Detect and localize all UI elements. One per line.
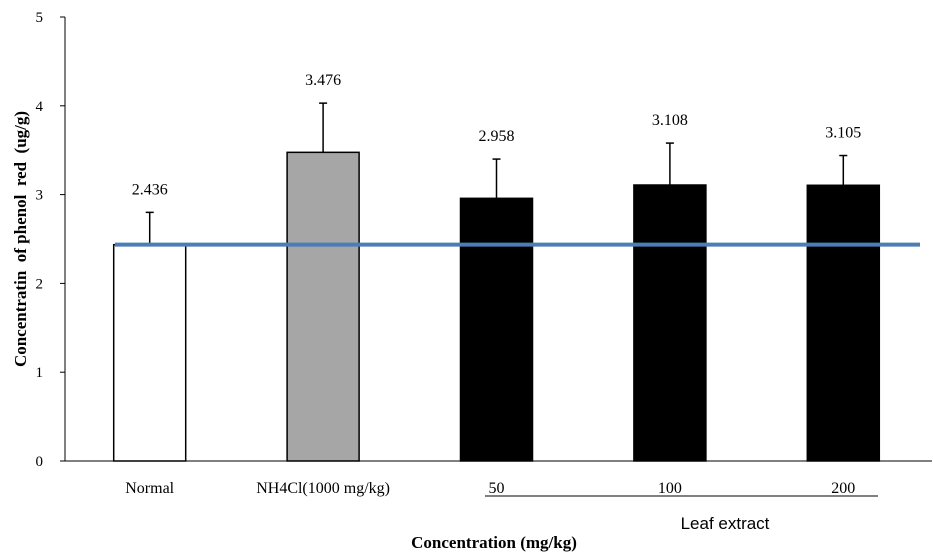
bar [459, 197, 534, 462]
bar [633, 184, 707, 462]
y-ticks: 0 1 2 3 4 5 [36, 10, 65, 470]
category-label: 100 [658, 480, 682, 497]
category-label: 50 [489, 480, 505, 497]
x-axis-title: Concentration (mg/kg) [411, 533, 577, 552]
data-label: 3.108 [652, 112, 688, 129]
y-tick-label: 4 [36, 99, 44, 115]
bar [286, 151, 360, 462]
data-label: 2.436 [132, 181, 168, 198]
y-axis-title: Concentratin of phenol red (ug/g) [11, 111, 30, 367]
data-label: 3.476 [305, 72, 341, 89]
bars [112, 151, 881, 462]
data-labels: 2.436 3.476 2.958 3.108 3.105 [132, 72, 862, 198]
group-label: Leaf extract [681, 514, 770, 533]
y-tick-label: 2 [36, 276, 44, 292]
bar [112, 243, 187, 462]
category-label: Normal [125, 480, 174, 497]
bar [806, 184, 881, 462]
data-label: 3.105 [825, 125, 861, 142]
error-bars [145, 102, 848, 245]
category-label: NH4Cl(1000 mg/kg) [256, 480, 390, 497]
category-label: 200 [831, 480, 855, 497]
y-tick-label: 5 [36, 10, 44, 26]
y-tick-label: 1 [36, 365, 44, 381]
y-tick-label: 0 [36, 454, 44, 470]
y-tick-label: 3 [36, 188, 44, 204]
data-label: 2.958 [479, 128, 515, 145]
category-labels: Normal NH4Cl(1000 mg/kg) 50 100 200 [125, 480, 855, 497]
